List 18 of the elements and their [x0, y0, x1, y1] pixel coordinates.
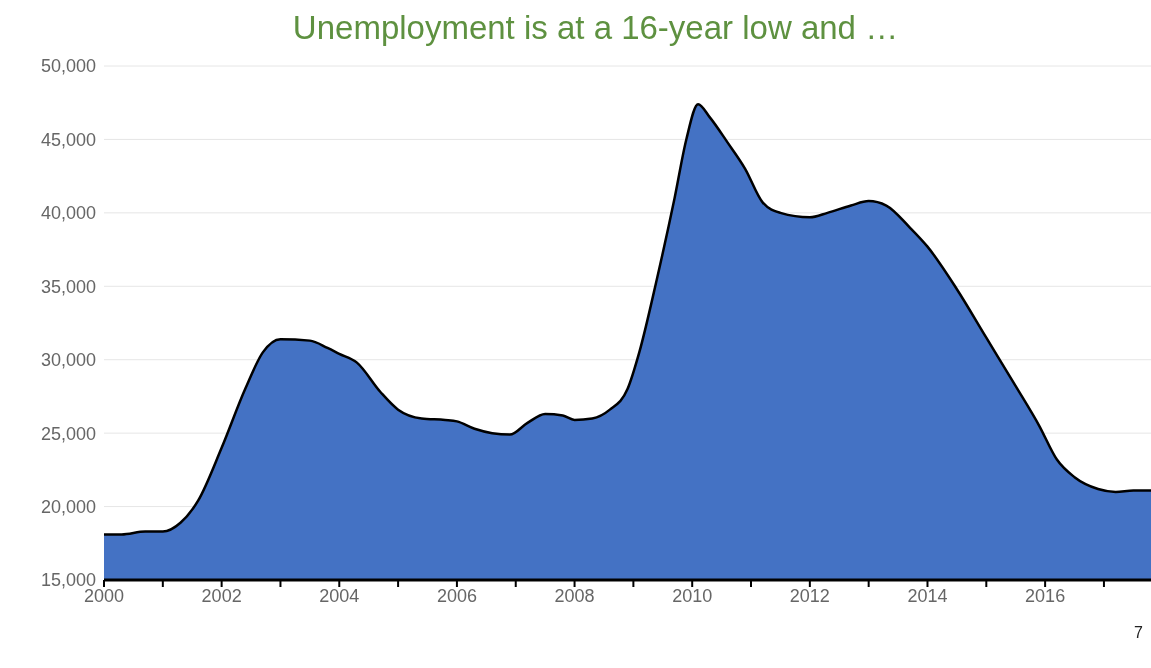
x-tick-label: 2010 — [672, 585, 713, 606]
x-tick-label: 2012 — [789, 585, 830, 606]
y-tick-label: 35,000 — [40, 276, 96, 297]
y-tick-label: 40,000 — [40, 203, 96, 224]
y-tick-label: 50,000 — [40, 56, 96, 77]
y-tick-label: 25,000 — [40, 423, 96, 444]
y-tick-label: 20,000 — [40, 496, 96, 517]
y-tick-label: 45,000 — [40, 129, 96, 150]
x-tick-label: 2014 — [907, 585, 948, 606]
x-tick-label: 2008 — [554, 585, 595, 606]
x-tick-label: 2016 — [1025, 585, 1066, 606]
x-tick-label: 2006 — [436, 585, 477, 606]
text: 7 — [1134, 624, 1143, 642]
x-tick-label: 2002 — [201, 585, 242, 606]
x-tick-label: 2000 — [83, 585, 125, 606]
x-tick-label: 2004 — [319, 585, 360, 606]
y-tick-label: 30,000 — [40, 350, 96, 371]
chart-title: Unemployment is at a 16-year low and … — [291, 8, 900, 48]
